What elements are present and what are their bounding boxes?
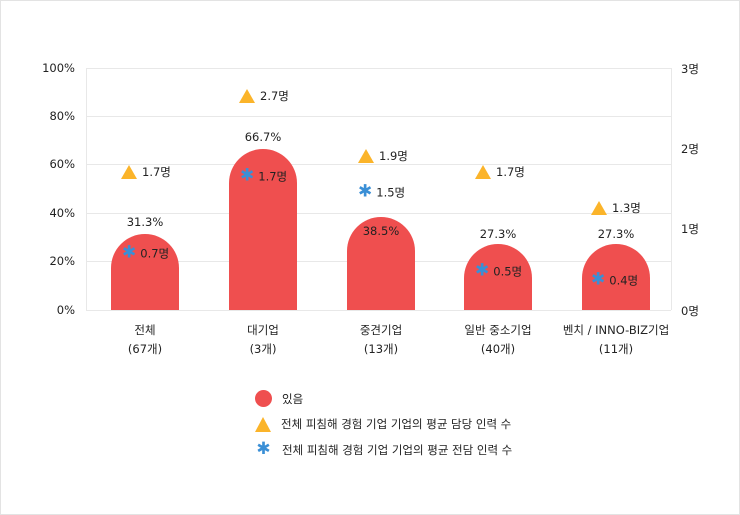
y-left-tick: 60% — [49, 157, 75, 171]
asterisk-icon: ✱ — [358, 181, 373, 202]
legend-label: 전체 피침해 경험 기업 기업의 평균 전담 인력 수 — [282, 442, 513, 457]
bar-value-label: 66.7% — [244, 130, 282, 144]
triangle-value-label: 1.7명 — [142, 165, 171, 179]
asterisk-value-label: 0.5명 — [493, 264, 523, 278]
triangle-marker: 1.3명 — [591, 200, 641, 216]
y-left-tick: 80% — [49, 109, 75, 123]
triangle-marker: 1.9명 — [358, 148, 408, 164]
triangle-marker: 2.7명 — [239, 88, 289, 104]
asterisk-icon: ✱ — [475, 260, 490, 281]
triangle-marker: 1.7명 — [121, 164, 171, 180]
grid-line-60 — [86, 164, 671, 165]
asterisk-marker: ✱ 1.5명 — [358, 181, 406, 202]
x-category-label: 대기업 (3개) — [193, 321, 333, 359]
y-right-tick: 1명 — [681, 222, 699, 236]
x-category-label: 일반 중소기업 (40개) — [428, 321, 568, 359]
triangle-value-label: 2.7명 — [260, 89, 289, 103]
category-count: (40개) — [480, 342, 516, 356]
bar-value-label: 27.3% — [479, 227, 517, 241]
category-count: (11개) — [598, 342, 634, 356]
triangle-icon — [591, 201, 607, 215]
legend-label: 있음 — [282, 391, 304, 406]
grid-line-0 — [86, 310, 671, 311]
legend-item: ✱ 전체 피침해 경험 기업 기업의 평균 전담 인력 수 — [255, 437, 512, 463]
bar-value-label: 38.5% — [362, 224, 400, 238]
x-category-label: 벤치 / INNO-BIZ기업 (11개) — [546, 321, 686, 359]
triangle-icon — [475, 165, 491, 179]
asterisk-marker: ✱ 0.4명 — [591, 269, 639, 290]
triangle-marker: 1.7명 — [475, 164, 525, 180]
asterisk-marker: ✱ 0.5명 — [475, 260, 523, 281]
bar-venture-innobiz — [582, 244, 650, 310]
asterisk-value-label: 0.7명 — [140, 246, 170, 260]
triangle-icon — [239, 89, 255, 103]
y-left-tick: 40% — [49, 206, 75, 220]
bar-value-label: 31.3% — [126, 215, 164, 229]
asterisk-marker: ✱ 0.7명 — [122, 242, 170, 263]
bar-mid-enterprise — [347, 217, 415, 310]
asterisk-marker: ✱ 1.7명 — [240, 165, 288, 186]
bar-total — [111, 234, 179, 310]
asterisk-value-label: 1.7명 — [258, 169, 288, 183]
y-right-tick: 3명 — [681, 62, 699, 76]
chart-legend: 있음 전체 피침해 경험 기업 기업의 평균 담당 인력 수 ✱ 전체 피침해 … — [255, 386, 512, 463]
grid-line-100 — [86, 68, 671, 69]
triangle-value-label: 1.3명 — [612, 201, 641, 215]
asterisk-value-label: 1.5명 — [376, 185, 406, 199]
y-left-tick: 100% — [42, 61, 75, 75]
category-name: 대기업 — [247, 323, 279, 337]
triangle-icon — [121, 165, 137, 179]
y-left-tick: 20% — [49, 254, 75, 268]
legend-item: 있음 — [255, 386, 512, 412]
category-name: 중견기업 — [359, 323, 403, 337]
category-count: (13개) — [363, 342, 399, 356]
plot-left-border — [86, 68, 87, 310]
red-circle-icon — [255, 390, 272, 408]
y-left-tick: 0% — [56, 303, 75, 317]
category-count: (3개) — [249, 342, 277, 356]
category-name: 전체 — [134, 323, 156, 337]
legend-label: 전체 피침해 경험 기업 기업의 평균 담당 인력 수 — [281, 417, 512, 432]
orange-triangle-icon — [255, 416, 271, 432]
triangle-value-label: 1.7명 — [496, 165, 525, 179]
plot-right-border — [671, 68, 672, 310]
asterisk-icon: ✱ — [240, 165, 255, 186]
blue-asterisk-icon: ✱ — [256, 439, 271, 460]
grid-line-80 — [86, 116, 671, 117]
y-right-tick: 0명 — [681, 304, 699, 318]
category-name: 벤치 / INNO-BIZ기업 — [562, 323, 670, 337]
legend-item: 전체 피침해 경험 기업 기업의 평균 담당 인력 수 — [255, 412, 512, 438]
x-category-label: 전체 (67개) — [75, 321, 215, 359]
asterisk-icon: ✱ — [591, 269, 606, 290]
x-category-label: 중견기업 (13개) — [311, 321, 451, 359]
grid-line-40 — [86, 213, 671, 214]
asterisk-value-label: 0.4명 — [609, 273, 639, 287]
y-right-tick: 2명 — [681, 142, 699, 156]
bar-sme — [464, 244, 532, 310]
triangle-icon — [358, 149, 374, 163]
category-count: (67개) — [127, 342, 163, 356]
bar-value-label: 27.3% — [597, 227, 635, 241]
triangle-value-label: 1.9명 — [379, 149, 408, 163]
category-name: 일반 중소기업 — [464, 323, 532, 337]
asterisk-icon: ✱ — [122, 242, 137, 263]
bar-large-enterprise — [229, 149, 297, 310]
